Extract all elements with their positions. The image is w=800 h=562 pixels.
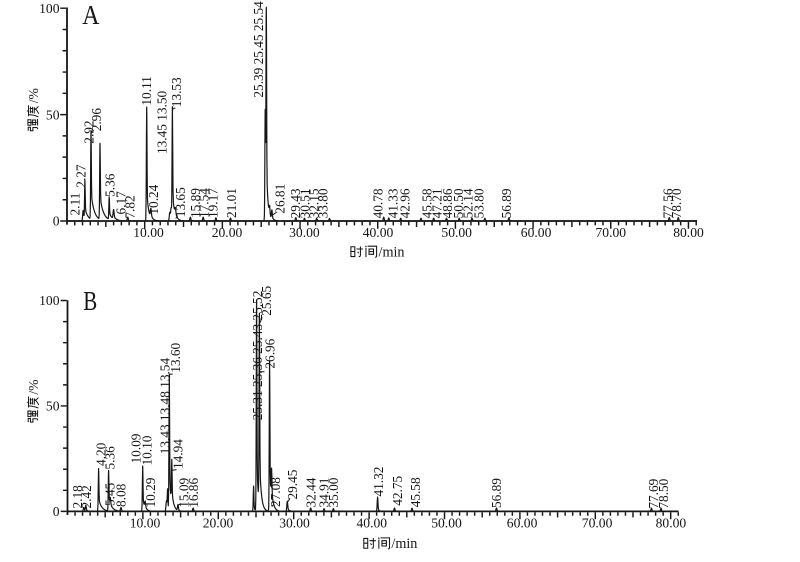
svg-text:26.96: 26.96	[263, 338, 278, 368]
svg-text:7.82: 7.82	[123, 195, 138, 218]
svg-text:4.20: 4.20	[94, 442, 109, 466]
svg-text:50: 50	[46, 399, 60, 414]
svg-text:13.53: 13.53	[169, 77, 184, 107]
svg-text:70.00: 70.00	[596, 225, 627, 240]
svg-text:21.01: 21.01	[224, 188, 239, 218]
svg-text:10.29: 10.29	[143, 477, 158, 507]
svg-text:100: 100	[39, 293, 60, 308]
svg-text:100: 100	[39, 1, 60, 16]
svg-text:26.81: 26.81	[273, 184, 288, 214]
svg-text:10.11: 10.11	[139, 76, 154, 105]
svg-text:2.42: 2.42	[79, 485, 94, 508]
svg-text:13.45 13.50: 13.45 13.50	[154, 90, 169, 154]
svg-text:25.65: 25.65	[259, 286, 274, 316]
svg-text:32.15: 32.15	[307, 188, 322, 218]
svg-text:2.96: 2.96	[89, 108, 104, 132]
svg-text:77.69: 77.69	[646, 478, 661, 508]
svg-text:80.00: 80.00	[656, 515, 687, 530]
svg-text:5.45: 5.45	[103, 482, 118, 506]
svg-text:50.00: 50.00	[431, 515, 462, 530]
svg-text:10.10: 10.10	[139, 435, 154, 465]
svg-text:17.54: 17.54	[197, 188, 212, 218]
svg-text:60.00: 60.00	[507, 515, 538, 530]
svg-text:2.27: 2.27	[74, 164, 89, 188]
svg-text:50.00: 50.00	[441, 225, 472, 240]
svg-text:30.00: 30.00	[289, 225, 320, 240]
svg-text:42.75: 42.75	[390, 476, 405, 506]
svg-text:10.00: 10.00	[130, 515, 161, 530]
svg-text:6.17: 6.17	[113, 191, 128, 215]
svg-text:42.96: 42.96	[397, 188, 412, 218]
svg-text:30.00: 30.00	[279, 515, 310, 530]
svg-text:10.24: 10.24	[146, 184, 161, 214]
svg-text:45.58: 45.58	[408, 477, 423, 507]
svg-text:27.08: 27.08	[268, 477, 283, 507]
svg-text:41.33: 41.33	[386, 188, 401, 218]
svg-text:77.56: 77.56	[660, 188, 675, 218]
svg-text:13.65: 13.65	[173, 187, 188, 217]
svg-text:78.50: 78.50	[656, 478, 671, 508]
svg-text:70.00: 70.00	[582, 515, 613, 530]
svg-text:15.89: 15.89	[188, 188, 203, 218]
svg-text:20.00: 20.00	[203, 515, 234, 530]
svg-text:40.78: 40.78	[371, 188, 386, 218]
svg-text:56.89: 56.89	[489, 478, 504, 508]
svg-text:2.11: 2.11	[68, 193, 83, 216]
svg-text:8.08: 8.08	[114, 483, 129, 507]
svg-text:/min: /min	[391, 536, 417, 552]
svg-text:25.31 25.36 25.43 25.52: 25.31 25.36 25.43 25.52	[250, 291, 265, 421]
svg-text:19.17: 19.17	[206, 188, 221, 218]
svg-text:13.43 13.48 13.54: 13.43 13.48 13.54	[158, 358, 173, 455]
svg-text:35.00: 35.00	[326, 477, 341, 507]
svg-text:30.51: 30.51	[297, 188, 312, 218]
svg-text:15.09: 15.09	[177, 478, 192, 508]
svg-text:33.80: 33.80	[316, 188, 331, 218]
svg-text:32.44: 32.44	[303, 477, 318, 507]
svg-text:0: 0	[53, 214, 60, 229]
svg-text:40.00: 40.00	[357, 515, 388, 530]
svg-text:16.86: 16.86	[186, 478, 201, 508]
svg-text:56.89: 56.89	[499, 188, 514, 218]
svg-text:10.09: 10.09	[128, 433, 143, 463]
svg-text:40.00: 40.00	[363, 225, 394, 240]
svg-text:/%: /%	[26, 88, 41, 103]
svg-text:34.91: 34.91	[317, 478, 332, 508]
svg-text:53.80: 53.80	[472, 188, 487, 218]
svg-text:A: A	[82, 0, 100, 30]
svg-text:41.32: 41.32	[371, 467, 386, 497]
svg-text:14.94: 14.94	[171, 439, 186, 469]
svg-text:47.21: 47.21	[429, 188, 444, 218]
svg-text:78.70: 78.70	[669, 188, 684, 218]
svg-text:5.36: 5.36	[103, 446, 118, 470]
svg-text:60.00: 60.00	[521, 225, 552, 240]
svg-text:29.45: 29.45	[285, 469, 300, 499]
svg-text:B: B	[83, 286, 97, 316]
svg-text:52.14: 52.14	[460, 188, 475, 218]
svg-text:50: 50	[46, 107, 60, 122]
svg-text:50.50: 50.50	[451, 188, 466, 218]
svg-text:/%: /%	[26, 379, 41, 394]
svg-text:0: 0	[53, 504, 60, 519]
svg-text:2.18: 2.18	[70, 485, 85, 509]
svg-text:45.58: 45.58	[420, 188, 435, 218]
svg-text:5.36: 5.36	[102, 173, 117, 197]
svg-text:20.00: 20.00	[212, 225, 243, 240]
svg-text:48.86: 48.86	[440, 188, 455, 218]
svg-text:13.60: 13.60	[168, 342, 183, 372]
svg-text:/min: /min	[379, 244, 405, 260]
svg-text:2.92: 2.92	[81, 120, 96, 143]
svg-text:10.00: 10.00	[133, 225, 164, 240]
svg-text:25.39 25.45 25.54: 25.39 25.45 25.54	[251, 1, 266, 98]
svg-text:29.43: 29.43	[288, 188, 303, 218]
svg-text:80.00: 80.00	[673, 225, 704, 240]
